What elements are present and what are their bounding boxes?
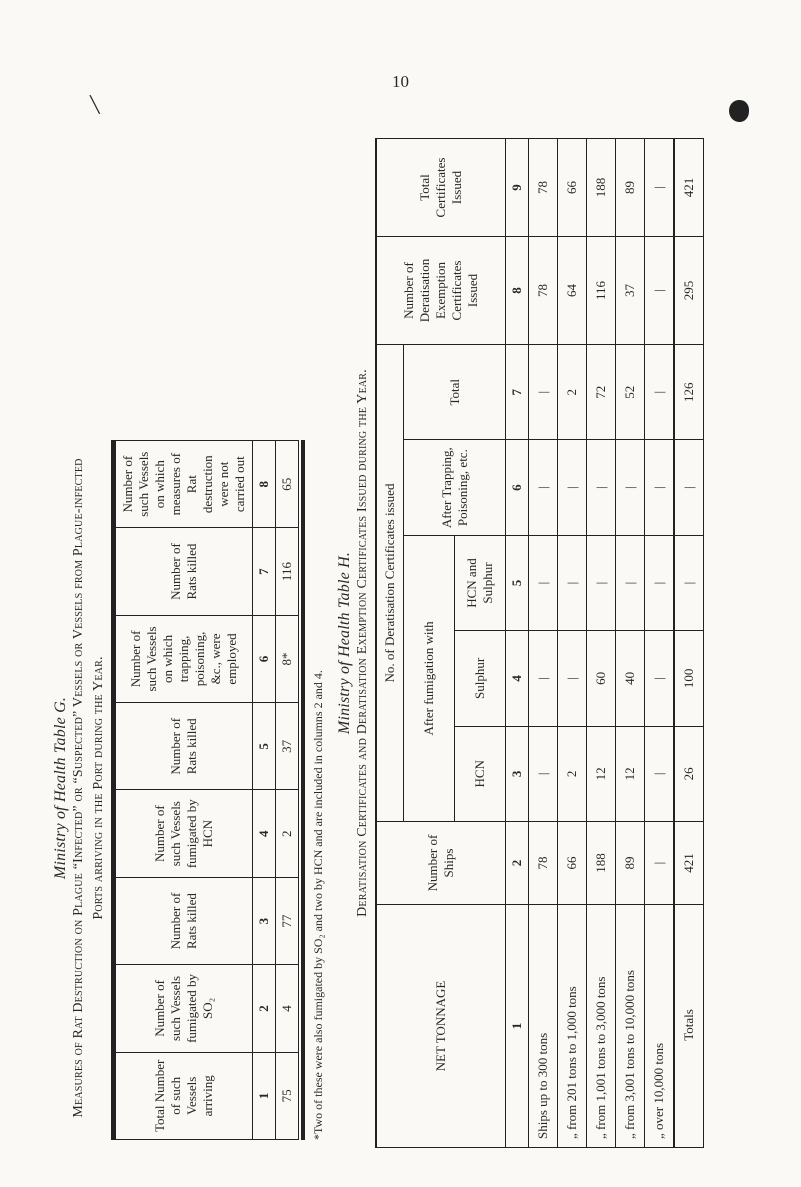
th-ships: Number of Ships <box>376 822 506 905</box>
tg-h2: Number of such Vessels fumigated by SO₂ <box>116 965 253 1052</box>
tg-h3: Number of Rats killed <box>116 877 253 964</box>
tableH-title2: Deratisation Certificates and Deratisati… <box>355 138 371 1148</box>
tg-h7: Number of Rats killed <box>116 528 253 615</box>
tg-h5: Number of Rats killed <box>116 703 253 790</box>
th-subtotal: Total <box>404 345 506 440</box>
tg-h6: Number of such Vessels on which trapping… <box>116 615 253 702</box>
tableH-title1: Ministry of Health Table H. <box>336 138 354 1148</box>
table-row: 75 4 77 2 37 8* 116 65 <box>276 441 299 1140</box>
tableG-title1: Ministry of Health Table G. <box>52 428 70 1148</box>
tg-n7: 7 <box>253 528 276 615</box>
table-row: „ from 3,001 tons to 10,000 tons 89 12 4… <box>616 139 645 1148</box>
table-row: „ over 10,000 tons | | | | | | | | <box>645 139 675 1148</box>
th-after-trap: After Trapping, Poisoning, etc. <box>404 440 506 535</box>
tg-n4: 4 <box>253 790 276 877</box>
table-row: „ from 201 tons to 1,000 tons 66 2 | | |… <box>558 139 587 1148</box>
th-exempt: Number of Deratisation Exemption Certifi… <box>376 237 506 345</box>
th-sul: Sulphur <box>455 631 506 726</box>
th-derat: No. of Deratisation Certificates issued <box>376 345 404 822</box>
tableG-title2: Measures of Rat Destruction on Plague “I… <box>71 428 87 1148</box>
tg-n6: 6 <box>253 615 276 702</box>
rotated-content: Ministry of Health Table G. Measures of … <box>50 108 704 1148</box>
tg-n5: 5 <box>253 703 276 790</box>
table-row: Ships up to 300 tons 78 | | | | | 78 78 <box>529 139 558 1148</box>
tg-n8: 8 <box>253 441 276 528</box>
table-row-totals: Totals 421 26 100 | | 126 295 421 <box>674 139 704 1148</box>
tg-h1: Total Number of such Vessels arriving <box>116 1052 253 1139</box>
th-net: NET TONNAGE <box>376 905 506 1148</box>
tableG-title3: Ports arriving in the Port during the Ye… <box>91 428 107 1148</box>
ink-blot <box>729 100 749 122</box>
tableG-footnote: *Two of these were also fumigated by SO₂… <box>311 428 326 1140</box>
tg-h4: Number of such Vessels fumigated by HCN <box>116 790 253 877</box>
th-after-fum: After fumigation with <box>404 535 455 821</box>
tg-n2: 2 <box>253 965 276 1052</box>
tableH: NET TONNAGE Number of Ships No. of Derat… <box>375 138 704 1148</box>
th-hcn-sul: HCN and Sulphur <box>455 535 506 630</box>
tableG: Total Number of such Vessels arriving Nu… <box>115 440 299 1140</box>
tg-n3: 3 <box>253 877 276 964</box>
th-hcn: HCN <box>455 726 506 821</box>
tg-h8: Number of such Vessels on which measures… <box>116 441 253 528</box>
table-row: „ from 1,001 tons to 3,000 tons 188 12 6… <box>587 139 616 1148</box>
page-number: 10 <box>392 72 409 92</box>
tg-n1: 1 <box>253 1052 276 1139</box>
th-total: Total Certificates Issued <box>376 139 506 237</box>
